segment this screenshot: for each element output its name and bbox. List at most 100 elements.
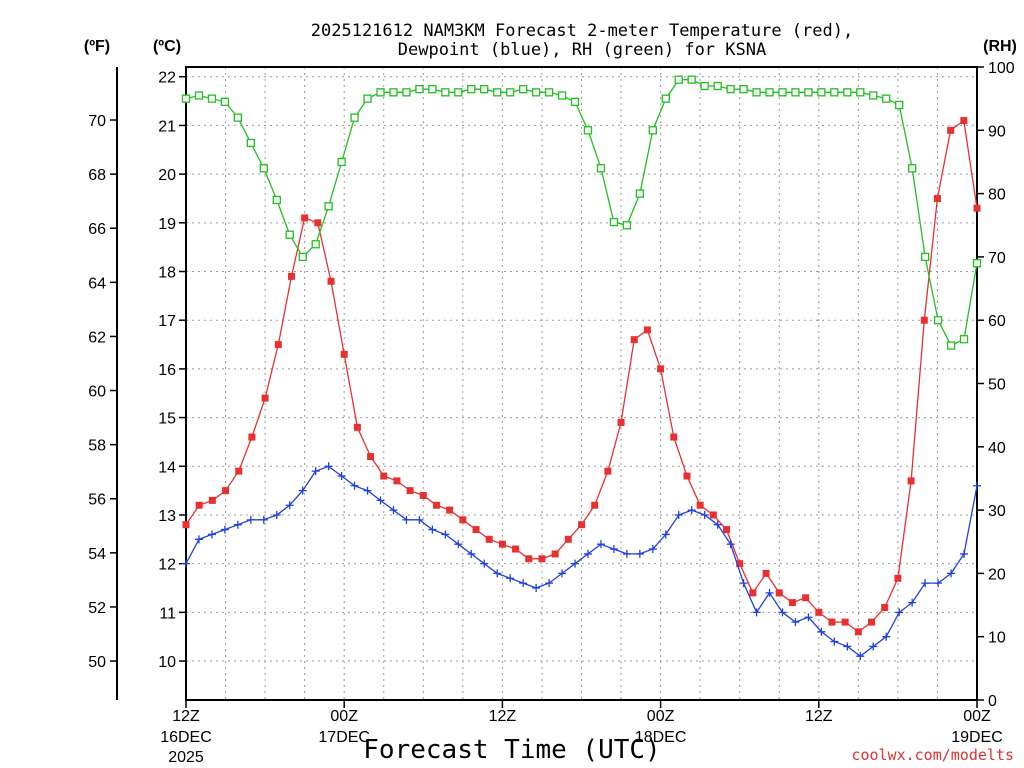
data-point (467, 549, 476, 558)
data-point (311, 240, 320, 249)
rh-tick-label: 0 (988, 693, 997, 710)
data-point (828, 618, 836, 626)
data-point (415, 85, 424, 94)
data-point (973, 481, 981, 490)
data-point (726, 540, 735, 549)
data-point (182, 521, 190, 529)
data-point (324, 202, 333, 211)
data-point (946, 341, 956, 350)
data-point (791, 88, 800, 97)
data-point (775, 589, 783, 597)
data-point (261, 394, 269, 402)
data-point (287, 272, 295, 280)
data-point (648, 126, 657, 135)
data-point (815, 608, 823, 616)
rh-tick-label: 30 (988, 503, 1006, 520)
data-point (578, 521, 585, 529)
data-point (778, 88, 787, 97)
data-point (635, 189, 645, 198)
data-point (551, 550, 559, 558)
data-point (700, 510, 709, 519)
celsius-tick-label: 10 (158, 654, 176, 671)
data-point (933, 194, 941, 202)
data-point (972, 259, 982, 268)
data-point (908, 598, 917, 607)
data-point (274, 341, 282, 349)
celsius-tick-label: 13 (158, 508, 176, 525)
data-point (512, 545, 520, 553)
data-point (791, 618, 800, 627)
celsius-tick-label: 20 (158, 167, 176, 184)
data-point (843, 642, 852, 651)
data-point (350, 481, 359, 490)
rh-tick-label: 90 (988, 123, 1006, 140)
data-point (683, 472, 691, 480)
data-point (472, 526, 480, 534)
fahrenheit-tick-label: 64 (88, 275, 106, 292)
credit-text: coolwx.com/modelts (851, 746, 1014, 764)
data-point (788, 599, 796, 607)
data-point (617, 418, 625, 426)
data-point (670, 433, 678, 441)
data-point (856, 652, 865, 661)
data-point (285, 230, 294, 239)
data-point (674, 75, 683, 84)
data-point (353, 423, 361, 431)
data-point (208, 496, 216, 504)
data-point (485, 535, 493, 543)
data-point (454, 540, 463, 549)
data-point (934, 579, 943, 588)
rh-tick-label: 10 (988, 630, 1006, 647)
series-line (185, 119, 978, 633)
data-point (493, 569, 502, 578)
celsius-tick-label: 17 (158, 313, 176, 330)
data-point (604, 467, 612, 475)
fahrenheit-tick-label: 60 (88, 384, 106, 401)
fahrenheit-tick-label: 56 (88, 492, 106, 509)
data-point (432, 501, 440, 509)
series-dewpoint (182, 462, 981, 661)
data-point (285, 501, 294, 510)
data-point (973, 204, 981, 212)
data-point (739, 579, 748, 588)
data-point (272, 195, 281, 205)
fahrenheit-tick-label: 68 (88, 167, 106, 184)
data-point (235, 467, 243, 475)
x-tick-label-date: 16DEC (160, 729, 212, 746)
chart-title-line2: Dewpoint (blue), RH (green) for KSNA (398, 40, 766, 60)
data-point (933, 316, 943, 325)
data-point (314, 219, 322, 227)
data-point (493, 88, 502, 97)
data-point (518, 85, 528, 94)
data-point (895, 608, 904, 617)
data-point (843, 88, 852, 97)
x-tick-label-year: 2025 (168, 749, 204, 766)
data-point (181, 94, 191, 103)
data-point (259, 164, 268, 173)
celsius-tick-label: 19 (158, 216, 176, 233)
data-point (389, 506, 398, 515)
data-point (661, 94, 670, 103)
rh-tick-label: 40 (988, 440, 1006, 457)
data-point (311, 467, 320, 476)
data-point (804, 613, 813, 622)
data-point (544, 88, 554, 97)
x-tick-label-time: 00Z (330, 708, 358, 725)
data-point (428, 85, 437, 94)
data-point (802, 594, 810, 602)
series-line (185, 465, 978, 658)
data-point (564, 535, 572, 543)
data-point (894, 574, 902, 582)
fahrenheit-tick-label: 62 (88, 329, 106, 346)
data-point (532, 584, 541, 593)
data-point (907, 477, 915, 485)
data-point (723, 526, 731, 534)
data-point (337, 472, 346, 481)
celsius-tick-label: 12 (158, 557, 176, 574)
data-point (207, 530, 216, 539)
data-point (393, 477, 401, 485)
data-point (182, 559, 190, 568)
data-point (817, 627, 826, 636)
data-point (324, 462, 333, 471)
